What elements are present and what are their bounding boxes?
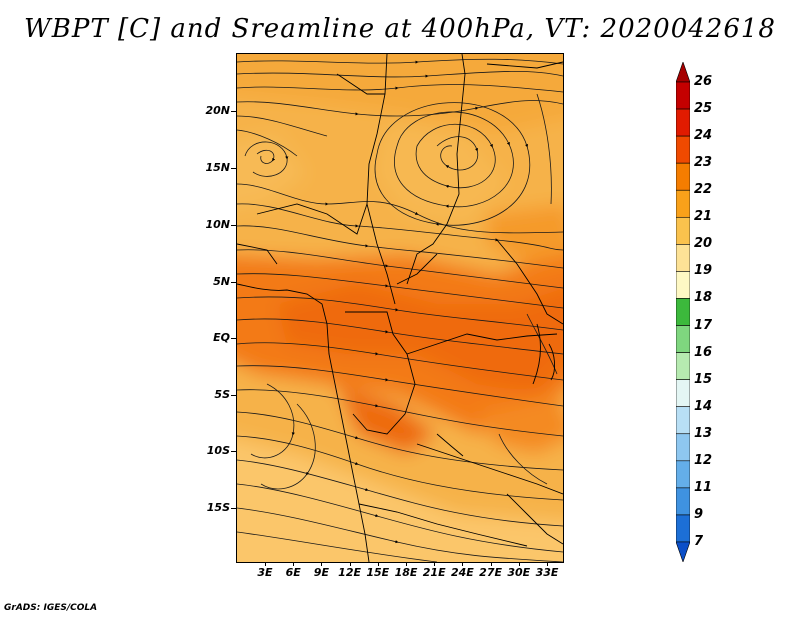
colorbar-label: 15	[694, 371, 713, 387]
lat-label-15n: 15N	[205, 161, 230, 174]
colorbar-label: 14	[694, 398, 713, 414]
lat-label-eq: EQ	[213, 331, 230, 344]
colorbar-label: 16	[694, 344, 713, 360]
lon-label-3e: 3E	[257, 566, 273, 579]
colorbar-label: 25	[694, 101, 713, 117]
lat-tick	[231, 451, 236, 452]
lon-tick	[406, 562, 407, 566]
lon-label-12e: 12E	[338, 566, 361, 579]
lat-tick	[231, 338, 236, 339]
colorbar-segment	[676, 162, 690, 191]
lon-label-33e: 33E	[535, 566, 559, 579]
lat-tick	[231, 395, 236, 396]
lon-tick	[434, 562, 436, 566]
map-panel	[236, 53, 564, 563]
colorbar-label: 13	[694, 425, 713, 441]
colorbar-label: 23	[694, 155, 713, 171]
colorbar-segment	[676, 189, 690, 218]
colorbar-label: 12	[694, 452, 713, 468]
colorbar-segment	[676, 487, 690, 516]
lon-label-9e: 9E	[313, 566, 329, 579]
lon-tick	[321, 562, 323, 566]
colorbar-label: 22	[694, 182, 713, 198]
lat-tick	[231, 225, 236, 226]
colorbar-segment	[676, 81, 690, 110]
lon-label-6e: 6E	[285, 566, 301, 579]
lon-tick	[265, 562, 266, 566]
colorbar-segment	[676, 298, 690, 326]
lon-label-15e: 15E	[366, 566, 390, 579]
lat-tick	[231, 508, 236, 509]
colorbar-segment	[676, 352, 690, 380]
lat-label-20n: 20N	[205, 104, 230, 117]
lon-tick	[518, 562, 520, 566]
lat-tick	[231, 282, 236, 283]
lat-label-10s: 10S	[206, 444, 230, 457]
colorbar-segment	[676, 135, 690, 164]
lon-label-18e: 18E	[394, 566, 418, 579]
lat-label-5s: 5S	[214, 388, 230, 401]
colorbar-segment	[676, 271, 690, 299]
lon-tick	[490, 562, 492, 566]
colorbar-segment	[676, 406, 690, 435]
lon-tick	[293, 562, 295, 566]
lat-label-10n: 10N	[205, 218, 230, 231]
wbpt-shading	[237, 54, 563, 562]
credit-text: GrADS: IGES/COLA	[4, 603, 98, 613]
lon-tick	[377, 562, 379, 566]
colorbar-segment	[676, 325, 690, 353]
colorbar-label: 19	[694, 263, 713, 279]
colorbar-label: 26	[694, 74, 713, 89]
colorbar-label: 7	[694, 534, 704, 549]
colorbar-segment	[676, 514, 690, 543]
lon-tick	[462, 562, 464, 566]
colorbar-segment	[676, 433, 690, 462]
colorbar-label: 20	[694, 236, 713, 252]
lon-label-30e: 30E	[507, 566, 531, 579]
colorbar-label: 11	[694, 479, 713, 495]
colorbar-label: 21	[694, 209, 713, 225]
lat-label-15s: 15S	[206, 501, 230, 514]
colorbar-bottom-arrow	[676, 541, 690, 562]
colorbar-segment	[676, 379, 690, 408]
country-borders	[237, 54, 563, 562]
colorbar-segment	[676, 216, 690, 245]
colorbar-top-arrow	[676, 62, 690, 83]
lon-label-21e: 21E	[422, 566, 446, 579]
colorbar-label: 18	[694, 290, 713, 306]
colorbar-segment	[676, 108, 690, 137]
colorbar-label: 24	[694, 128, 713, 144]
lat-tick	[231, 111, 236, 112]
lon-label-24e: 24E	[450, 566, 474, 579]
colorbar	[676, 62, 690, 562]
colorbar-segment	[676, 460, 690, 489]
streamlines	[237, 58, 563, 562]
colorbar-label: 9	[694, 506, 704, 522]
lat-label-5n: 5N	[213, 275, 230, 288]
field-map	[237, 54, 563, 562]
lon-label-27e: 27E	[479, 566, 502, 579]
lon-tick	[547, 562, 548, 566]
colorbar-segment	[676, 244, 690, 272]
lon-tick	[349, 562, 351, 566]
lat-tick	[231, 168, 236, 169]
plot-title: WBPT [C] and Sreamline at 400hPa, VT: 20…	[24, 14, 776, 44]
colorbar-label: 17	[694, 317, 713, 333]
